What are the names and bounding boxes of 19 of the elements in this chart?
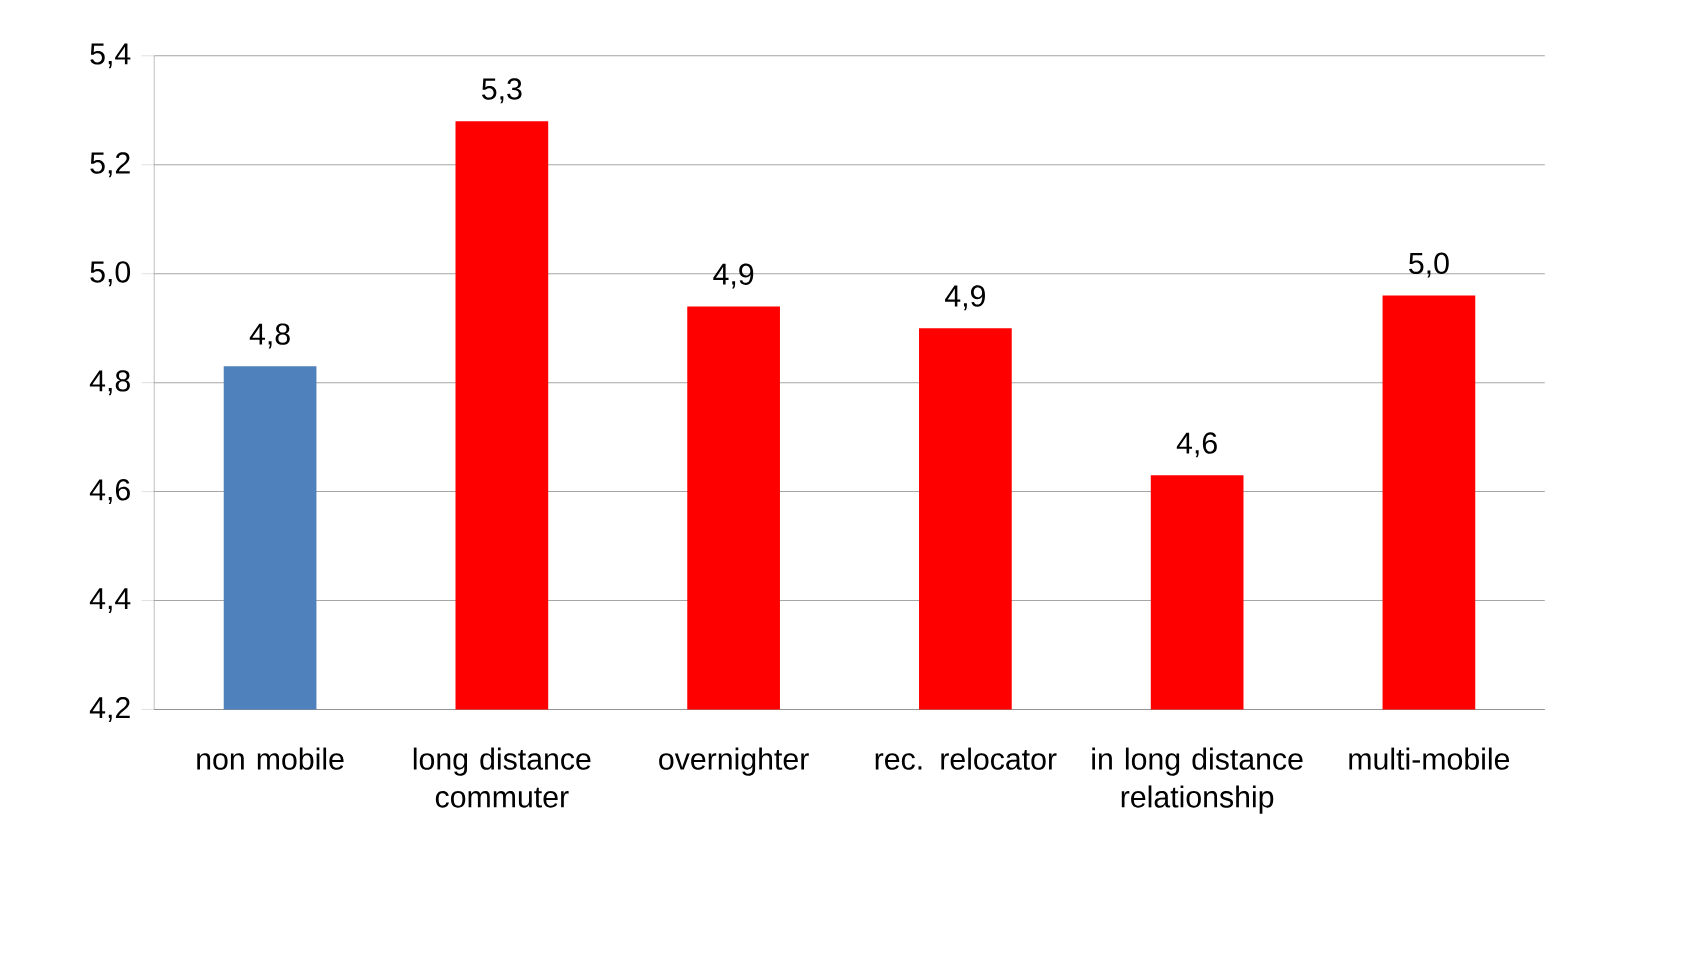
y-tick-label: 5,0 — [90, 261, 131, 287]
data-label: 5,0 — [1409, 252, 1449, 278]
data-label: 4,9 — [713, 263, 754, 289]
y-tick-label: 5,4 — [90, 43, 131, 69]
x-tick-label: in long distance relationship — [1092, 747, 1303, 814]
x-tick-label: non mobile — [197, 747, 344, 770]
x-tick-label: multi-mobile — [1349, 747, 1510, 770]
y-tick-label: 4,2 — [89, 696, 130, 722]
data-label: 4,6 — [1176, 432, 1217, 458]
y-tick-label: 5,2 — [90, 152, 130, 178]
y-tick-label: 4,8 — [89, 370, 130, 396]
data-label: 5,3 — [482, 78, 522, 104]
y-tick-label: 4,6 — [89, 479, 130, 505]
data-label: 4,9 — [945, 285, 985, 311]
x-tick-label: long distance commuter — [413, 747, 591, 808]
data-label: 4,8 — [249, 323, 290, 349]
x-tick-label: rec. relocator — [875, 747, 1057, 770]
x-tick-label: overnighter — [659, 747, 809, 776]
y-tick-label: 4,4 — [89, 588, 131, 613]
